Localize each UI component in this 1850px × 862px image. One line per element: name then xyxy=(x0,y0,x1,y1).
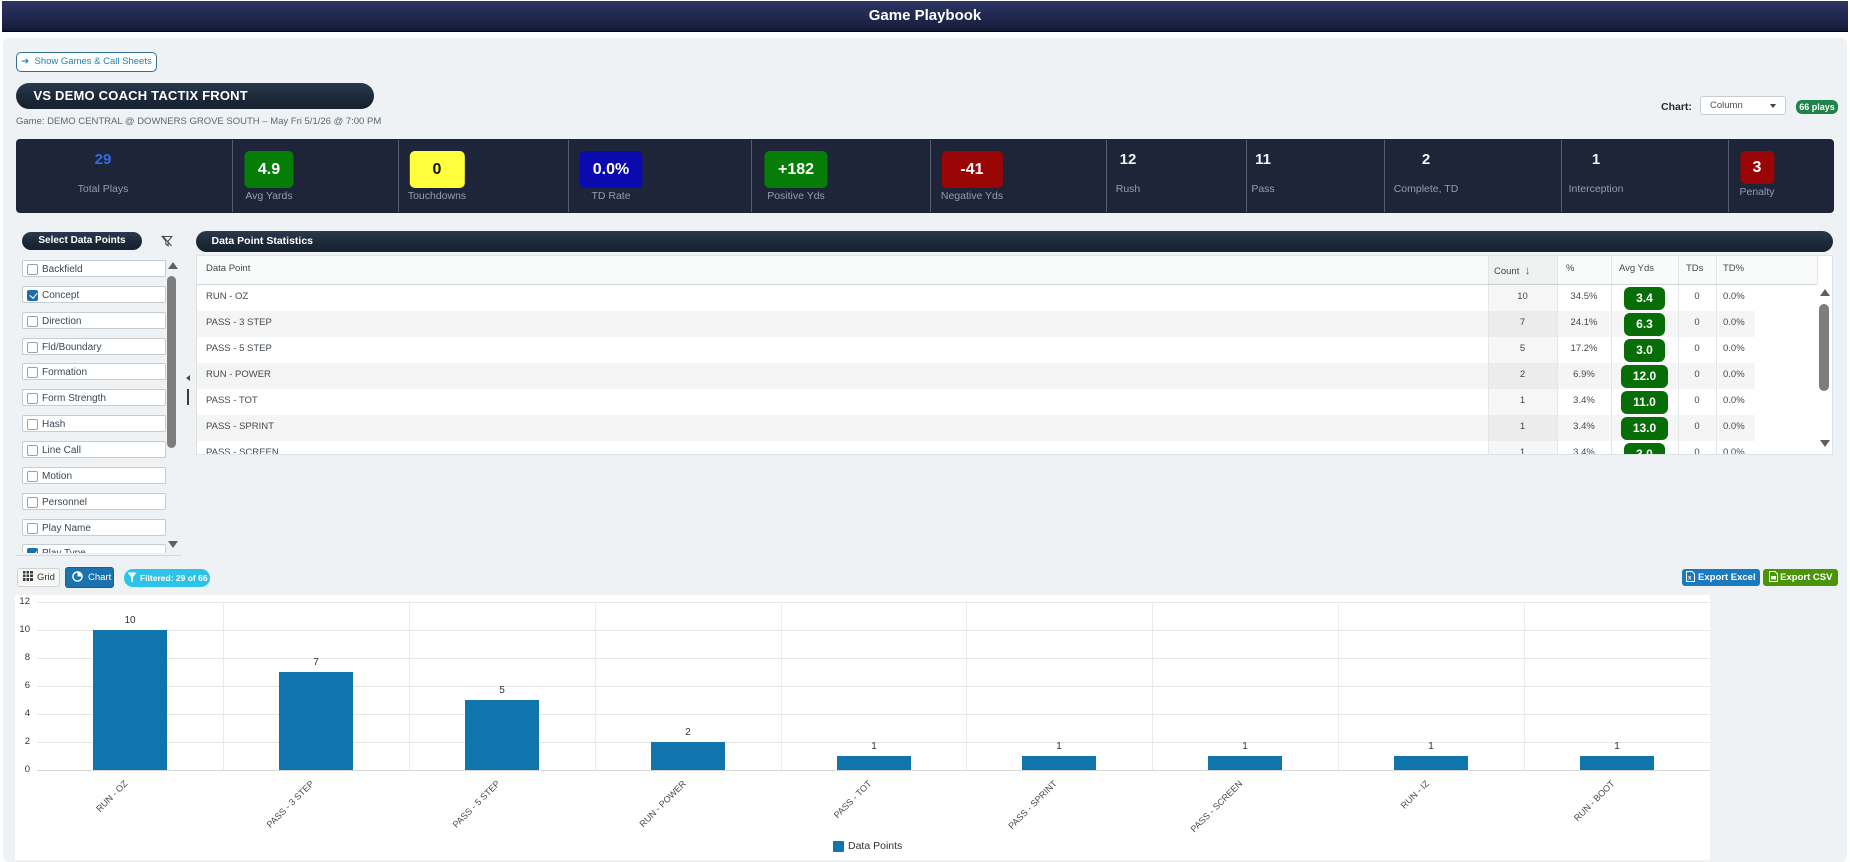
svg-text:x: x xyxy=(1688,576,1692,582)
